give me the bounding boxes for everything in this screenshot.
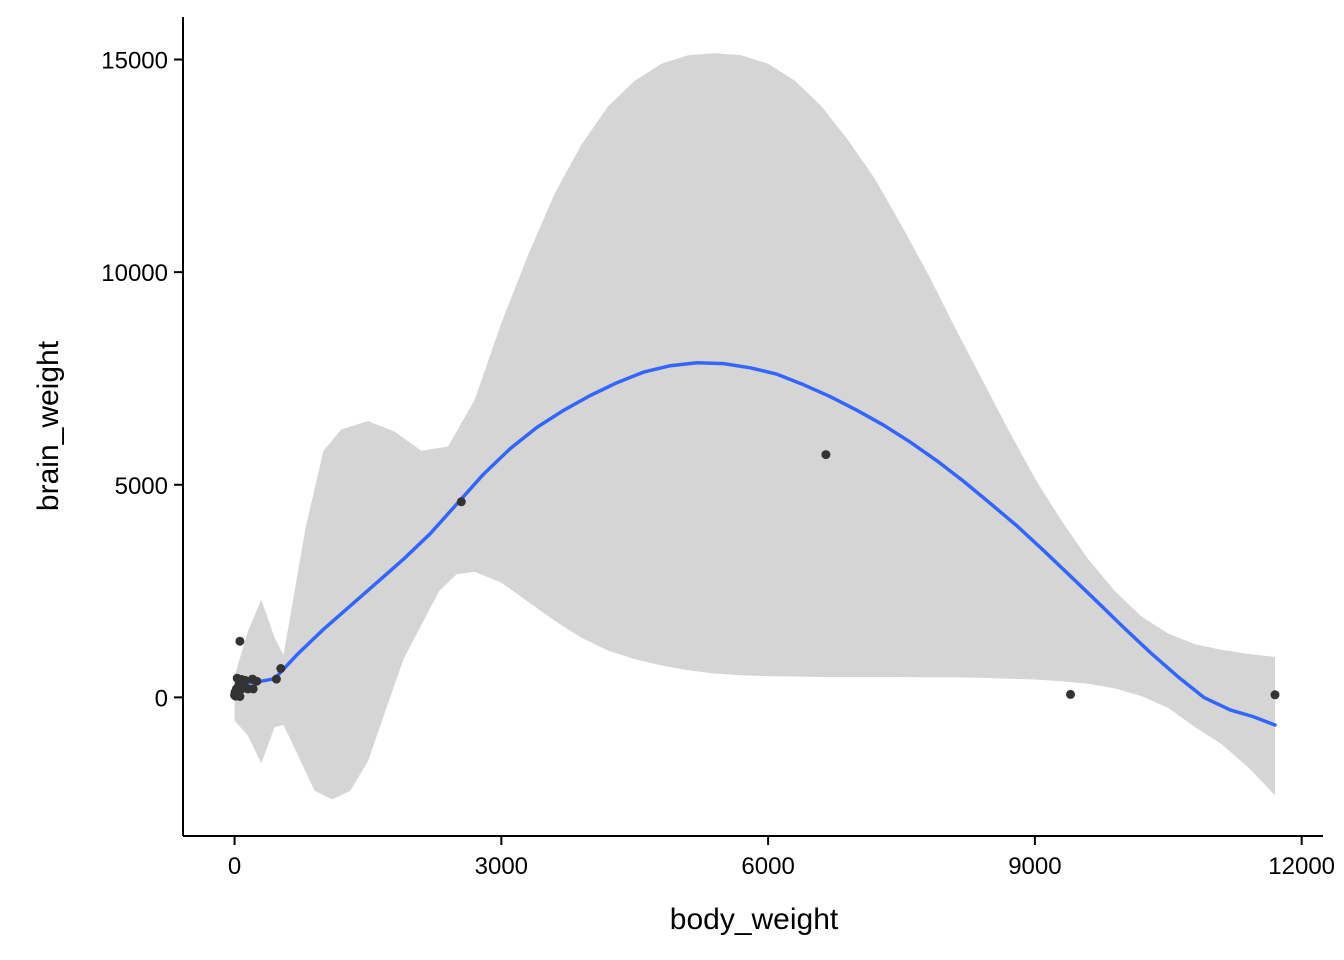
axes bbox=[182, 17, 1323, 837]
y-ticks: 0 5000 10000 15000 bbox=[101, 48, 183, 712]
x-axis-title: body_weight bbox=[670, 903, 839, 936]
data-point bbox=[821, 450, 831, 460]
x-tick-label: 0 bbox=[228, 853, 241, 880]
data-point bbox=[276, 664, 286, 673]
data-point bbox=[456, 497, 466, 507]
data-point bbox=[271, 674, 281, 684]
confidence-band bbox=[234, 53, 1276, 800]
x-tick-label: 3000 bbox=[475, 853, 528, 880]
y-tick-label: 10000 bbox=[101, 260, 168, 287]
data-point bbox=[1270, 690, 1280, 700]
data-point bbox=[235, 692, 245, 701]
data-point bbox=[240, 675, 250, 685]
x-tick-label: 6000 bbox=[741, 853, 794, 880]
data-point bbox=[235, 636, 245, 646]
x-ticks: 0 3000 6000 9000 12000 bbox=[228, 836, 1335, 880]
x-tick-label: 9000 bbox=[1008, 853, 1061, 880]
y-axis-title: brain_weight bbox=[32, 340, 65, 511]
smooth-line bbox=[232, 360, 1277, 727]
y-tick-label: 5000 bbox=[115, 473, 168, 500]
data-point bbox=[1066, 689, 1075, 699]
y-tick-label: 15000 bbox=[101, 48, 168, 75]
plot-area bbox=[230, 53, 1280, 800]
data-point bbox=[248, 684, 258, 694]
data-point bbox=[252, 676, 262, 686]
y-tick-label: 0 bbox=[155, 685, 168, 712]
x-tick-label: 12000 bbox=[1268, 853, 1335, 880]
